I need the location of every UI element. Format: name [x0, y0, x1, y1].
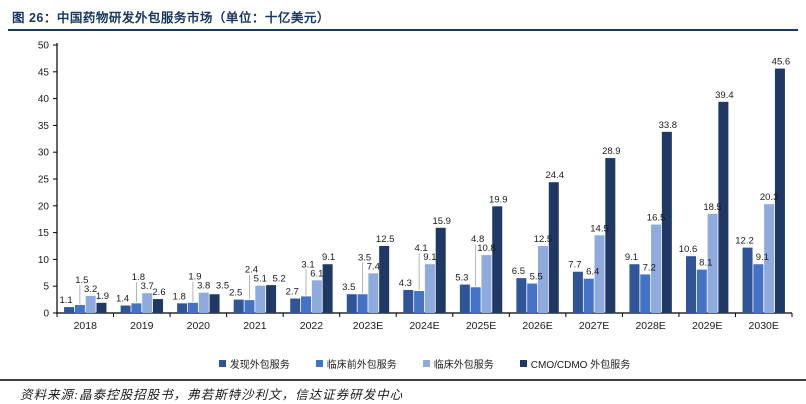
svg-text:15.9: 15.9: [432, 216, 451, 227]
svg-text:7.2: 7.2: [643, 262, 656, 273]
legend-label-clinical-outsourcing: 临床外包服务: [433, 360, 494, 371]
svg-text:1.4: 1.4: [116, 293, 129, 304]
svg-text:25: 25: [38, 175, 50, 186]
legend-swatch-cmo-cdmo-outsourcing: [519, 360, 527, 367]
legend-item-discovery-outsourcing: 发现外包服务: [218, 356, 290, 371]
svg-text:2.4: 2.4: [245, 265, 258, 276]
svg-text:2.5: 2.5: [229, 288, 242, 299]
svg-text:24.4: 24.4: [546, 170, 565, 181]
svg-text:6.4: 6.4: [586, 267, 599, 278]
svg-text:5.5: 5.5: [530, 272, 543, 283]
title-underline-rule: [8, 29, 798, 31]
svg-text:45: 45: [38, 67, 50, 78]
svg-text:45.6: 45.6: [772, 57, 791, 68]
svg-text:5.3: 5.3: [455, 273, 468, 284]
svg-text:6.5: 6.5: [512, 266, 525, 277]
svg-text:2028E: 2028E: [635, 320, 665, 332]
svg-text:2029E: 2029E: [692, 320, 722, 332]
svg-text:9.1: 9.1: [756, 252, 769, 263]
svg-text:5.2: 5.2: [272, 274, 285, 285]
source-attribution: 资料来源:晶泰控股招股书，弗若斯特沙利文，信达证券研发中心: [20, 388, 404, 402]
svg-text:2026E: 2026E: [522, 320, 552, 332]
svg-text:33.8: 33.8: [659, 120, 678, 131]
svg-text:9.1: 9.1: [423, 252, 436, 263]
legend-swatch-discovery-outsourcing: [218, 360, 226, 367]
legend-item-preclinical-outsourcing: 临床前外包服务: [315, 356, 397, 371]
legend-label-discovery-outsourcing: 发现外包服务: [229, 360, 290, 371]
legend-swatch-clinical-outsourcing: [422, 360, 430, 367]
svg-text:2025E: 2025E: [466, 320, 496, 332]
svg-text:4.8: 4.8: [471, 234, 484, 245]
svg-text:50: 50: [38, 41, 50, 52]
svg-text:8.1: 8.1: [699, 258, 712, 269]
svg-text:2020: 2020: [187, 320, 211, 332]
svg-text:9.1: 9.1: [625, 252, 638, 263]
svg-text:3.2: 3.2: [84, 284, 97, 295]
svg-text:1.8: 1.8: [173, 291, 186, 302]
svg-text:2027E: 2027E: [579, 320, 609, 332]
svg-text:2.7: 2.7: [286, 287, 299, 298]
svg-text:4.3: 4.3: [399, 278, 412, 289]
svg-text:4.1: 4.1: [414, 243, 427, 254]
svg-text:18.5: 18.5: [703, 202, 722, 213]
svg-text:3.1: 3.1: [301, 259, 314, 270]
legend-item-cmo-cdmo-outsourcing: CMO/CDMO 外包服务: [519, 356, 631, 371]
svg-text:2.6: 2.6: [152, 287, 165, 298]
svg-text:6.1: 6.1: [310, 268, 323, 279]
svg-text:16.5: 16.5: [647, 213, 666, 224]
svg-text:20: 20: [38, 201, 50, 212]
svg-text:10.8: 10.8: [477, 243, 496, 254]
svg-text:12.5: 12.5: [534, 234, 553, 245]
svg-text:1.5: 1.5: [75, 275, 88, 286]
legend-label-cmo-cdmo-outsourcing: CMO/CDMO 外包服务: [530, 360, 631, 371]
figure-title: 图 26：中国药物研发外包服务市场（单位：十亿美元）: [12, 11, 330, 25]
svg-text:19.9: 19.9: [489, 194, 508, 205]
svg-text:12.5: 12.5: [376, 234, 395, 245]
svg-text:3.5: 3.5: [216, 281, 229, 292]
svg-text:5.1: 5.1: [254, 274, 267, 285]
svg-text:9.1: 9.1: [322, 252, 335, 263]
svg-text:10.6: 10.6: [679, 244, 698, 255]
svg-text:0: 0: [43, 309, 49, 320]
svg-text:2022: 2022: [300, 320, 324, 332]
svg-text:3.5: 3.5: [342, 282, 355, 293]
svg-text:7.7: 7.7: [568, 260, 581, 271]
svg-text:14.5: 14.5: [590, 223, 609, 234]
svg-text:30: 30: [38, 148, 50, 159]
svg-text:2018: 2018: [74, 320, 98, 332]
chart-legend: 发现外包服务 临床前外包服务 临床外包服务 CMO/CDMO 外包服务: [57, 356, 792, 371]
svg-text:28.9: 28.9: [602, 146, 621, 157]
svg-text:20.3: 20.3: [760, 192, 779, 203]
svg-text:39.4: 39.4: [715, 90, 734, 101]
legend-swatch-preclinical-outsourcing: [315, 360, 323, 367]
svg-text:1.9: 1.9: [96, 291, 109, 302]
svg-text:15: 15: [38, 228, 50, 239]
svg-text:10: 10: [38, 255, 50, 266]
svg-text:2019: 2019: [130, 320, 154, 332]
svg-text:35: 35: [38, 121, 50, 132]
svg-text:2021: 2021: [243, 320, 267, 332]
svg-text:2030E: 2030E: [749, 320, 779, 332]
svg-text:2023E: 2023E: [353, 320, 383, 332]
source-divider-rule: [0, 379, 806, 381]
svg-text:1.8: 1.8: [132, 272, 145, 283]
svg-text:1.9: 1.9: [188, 272, 201, 283]
bar-chart-canvas: 0 5 10 15 20 25 30 35 40 45 50 2018 2019 2020 2021 2022…: [38, 41, 793, 332]
svg-text:3.5: 3.5: [358, 252, 371, 263]
svg-text:7.4: 7.4: [367, 261, 380, 272]
svg-text:3.7: 3.7: [141, 281, 154, 292]
svg-text:3.8: 3.8: [197, 281, 210, 292]
svg-text:12.2: 12.2: [735, 236, 754, 247]
legend-label-preclinical-outsourcing: 临床前外包服务: [326, 360, 397, 371]
svg-text:1.1: 1.1: [59, 295, 72, 306]
legend-item-clinical-outsourcing: 临床外包服务: [422, 356, 494, 371]
svg-text:2024E: 2024E: [409, 320, 439, 332]
svg-text:5: 5: [43, 282, 49, 293]
svg-text:40: 40: [38, 94, 50, 105]
